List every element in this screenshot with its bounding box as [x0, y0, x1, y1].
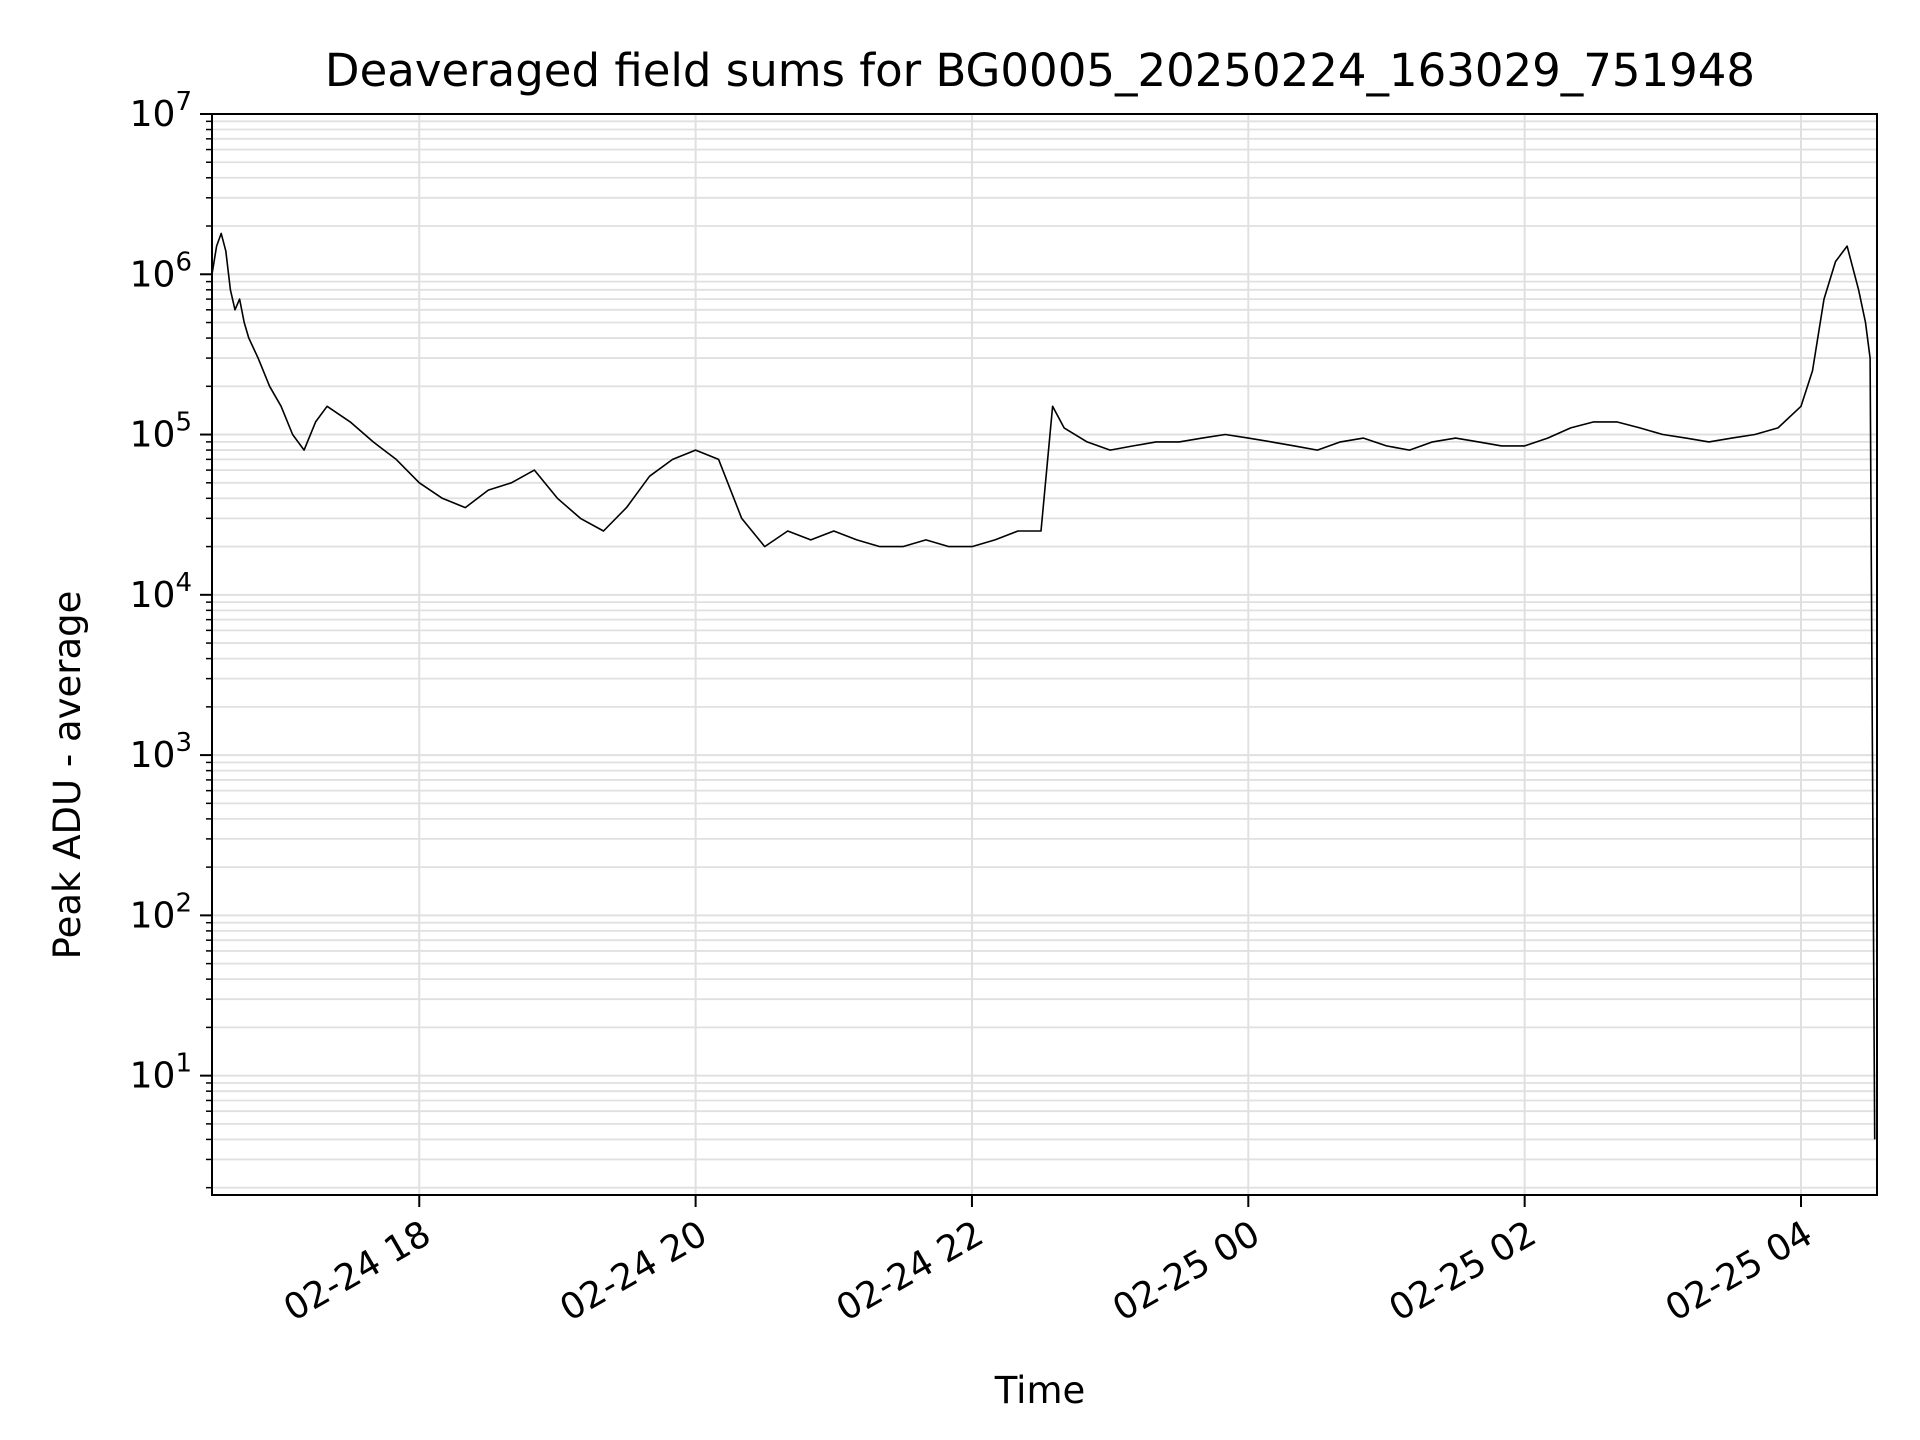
- y-tick-label: 105: [130, 408, 192, 456]
- x-tick-label: 02-25 04: [1659, 1213, 1820, 1329]
- y-tick-label: 106: [130, 247, 192, 295]
- plot-frame: [211, 113, 1878, 1196]
- grid: [212, 113, 1877, 1195]
- y-tick-label: 104: [130, 568, 192, 616]
- y-tick-label: 103: [130, 728, 192, 776]
- x-tick-label: 02-25 02: [1382, 1213, 1543, 1329]
- y-axis: 101 102 103 104 105 106 107: [130, 87, 212, 1189]
- series-layer: [211, 232, 1876, 1140]
- x-tick-label: 02-24 22: [830, 1213, 991, 1329]
- y-tick-label: 101: [130, 1049, 192, 1097]
- y-tick-label: 107: [130, 87, 192, 135]
- chart-title: Deaveraged field sums for BG0005_2025022…: [325, 44, 1755, 97]
- x-tick-label: 02-25 00: [1106, 1213, 1267, 1329]
- data-line: [211, 232, 1876, 1140]
- x-axis-label: Time: [994, 1369, 1086, 1412]
- x-tick-label: 02-24 18: [277, 1213, 438, 1329]
- y-tick-label: 102: [130, 888, 192, 936]
- y-axis-label: Peak ADU - average: [46, 591, 89, 960]
- x-tick-label: 02-24 20: [553, 1213, 714, 1329]
- x-axis: 02-24 18 02-24 20 02-24 22 02-25 00 02-25 02…: [277, 1195, 1820, 1330]
